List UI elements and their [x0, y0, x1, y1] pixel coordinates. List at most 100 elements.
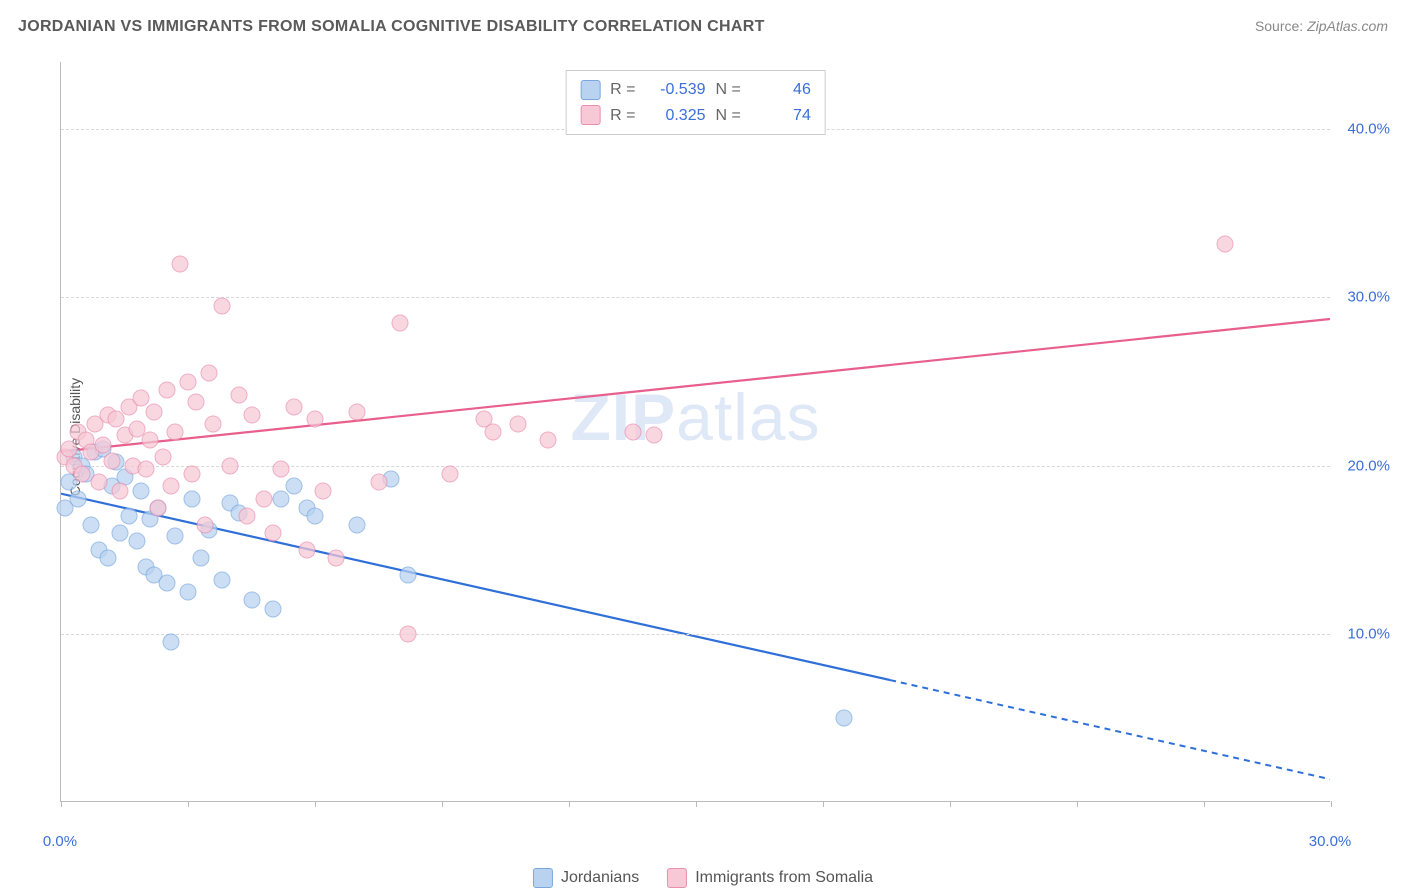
scatter-point-somalia [298, 541, 315, 558]
scatter-point-somalia [154, 449, 171, 466]
r-value-somalia: 0.325 [646, 103, 706, 129]
scatter-point-somalia [645, 427, 662, 444]
scatter-point-jordanians [285, 477, 302, 494]
scatter-point-jordanians [120, 508, 137, 525]
x-tick [315, 801, 316, 807]
y-tick-label: 10.0% [1347, 625, 1390, 642]
scatter-point-jordanians [180, 583, 197, 600]
scatter-point-jordanians [158, 575, 175, 592]
watermark-bold: ZIP [570, 380, 676, 454]
y-tick-label: 20.0% [1347, 457, 1390, 474]
scatter-point-somalia [133, 390, 150, 407]
n-value-somalia: 74 [751, 103, 811, 129]
n-value-jordanians: 46 [751, 77, 811, 103]
x-tick [1204, 801, 1205, 807]
legend-swatch-jordanians [533, 868, 553, 888]
x-tick [61, 801, 62, 807]
y-tick-label: 40.0% [1347, 121, 1390, 138]
gridline-h [61, 466, 1330, 467]
scatter-point-somalia [103, 452, 120, 469]
scatter-point-somalia [285, 398, 302, 415]
swatch-jordanians [580, 80, 600, 100]
scatter-point-somalia [442, 466, 459, 483]
watermark: ZIPatlas [570, 379, 820, 455]
legend-item-somalia: Immigrants from Somalia [667, 868, 873, 888]
scatter-point-jordanians [192, 550, 209, 567]
source-attribution: Source: ZipAtlas.com [1255, 18, 1388, 34]
x-tick-label: 0.0% [43, 833, 77, 850]
scatter-point-somalia [74, 466, 91, 483]
scatter-point-jordanians [243, 592, 260, 609]
scatter-point-somalia [150, 499, 167, 516]
trend-line-extrapolated-jordanians [890, 680, 1330, 779]
scatter-point-jordanians [836, 709, 853, 726]
scatter-point-somalia [256, 491, 273, 508]
scatter-point-jordanians [99, 550, 116, 567]
scatter-point-somalia [137, 461, 154, 478]
legend-item-jordanians: Jordanians [533, 868, 639, 888]
scatter-point-jordanians [163, 634, 180, 651]
watermark-rest: atlas [676, 380, 820, 454]
scatter-point-somalia [171, 255, 188, 272]
scatter-point-jordanians [167, 528, 184, 545]
scatter-point-somalia [315, 482, 332, 499]
scatter-point-somalia [188, 393, 205, 410]
r-label: R = [610, 77, 635, 103]
scatter-point-somalia [196, 516, 213, 533]
scatter-point-jordanians [213, 572, 230, 589]
scatter-point-somalia [624, 424, 641, 441]
scatter-point-somalia [510, 415, 527, 432]
scatter-point-somalia [141, 432, 158, 449]
scatter-point-somalia [61, 440, 78, 457]
x-tick [823, 801, 824, 807]
scatter-point-somalia [112, 482, 129, 499]
scatter-point-somalia [230, 387, 247, 404]
scatter-point-somalia [213, 297, 230, 314]
trend-line-somalia [61, 319, 1330, 452]
scatter-point-jordanians [349, 516, 366, 533]
legend-label-jordanians: Jordanians [561, 869, 639, 887]
scatter-point-jordanians [129, 533, 146, 550]
scatter-point-somalia [184, 466, 201, 483]
scatter-point-somalia [349, 403, 366, 420]
scatter-chart: Cognitive Disability ZIPatlas R = -0.539… [50, 52, 1370, 822]
n-label: N = [716, 77, 741, 103]
x-tick-label: 30.0% [1309, 833, 1352, 850]
x-tick [569, 801, 570, 807]
scatter-point-jordanians [307, 508, 324, 525]
plot-area: ZIPatlas R = -0.539 N = 46 R = 0.325 N =… [60, 62, 1330, 802]
n-label: N = [716, 103, 741, 129]
scatter-point-jordanians [82, 516, 99, 533]
scatter-point-somalia [307, 410, 324, 427]
x-tick [696, 801, 697, 807]
legend-label-somalia: Immigrants from Somalia [695, 869, 873, 887]
stats-row-jordanians: R = -0.539 N = 46 [580, 77, 811, 103]
scatter-point-somalia [243, 407, 260, 424]
scatter-point-jordanians [400, 566, 417, 583]
y-tick-label: 30.0% [1347, 289, 1390, 306]
scatter-point-somalia [163, 477, 180, 494]
source-name: ZipAtlas.com [1307, 18, 1388, 34]
correlation-stats-box: R = -0.539 N = 46 R = 0.325 N = 74 [565, 70, 826, 135]
scatter-point-somalia [484, 424, 501, 441]
source-prefix: Source: [1255, 18, 1307, 34]
scatter-point-somalia [328, 550, 345, 567]
scatter-point-somalia [222, 457, 239, 474]
x-tick [188, 801, 189, 807]
scatter-point-somalia [167, 424, 184, 441]
swatch-somalia [580, 105, 600, 125]
x-tick [1331, 801, 1332, 807]
scatter-point-somalia [146, 403, 163, 420]
gridline-h [61, 297, 1330, 298]
scatter-point-jordanians [133, 482, 150, 499]
scatter-point-somalia [91, 474, 108, 491]
scatter-point-somalia [400, 625, 417, 642]
r-label: R = [610, 103, 635, 129]
series-legend: Jordanians Immigrants from Somalia [533, 868, 873, 888]
trend-lines-svg [61, 62, 1330, 801]
scatter-point-somalia [539, 432, 556, 449]
legend-swatch-somalia [667, 868, 687, 888]
r-value-jordanians: -0.539 [646, 77, 706, 103]
scatter-point-somalia [158, 381, 175, 398]
scatter-point-somalia [264, 524, 281, 541]
